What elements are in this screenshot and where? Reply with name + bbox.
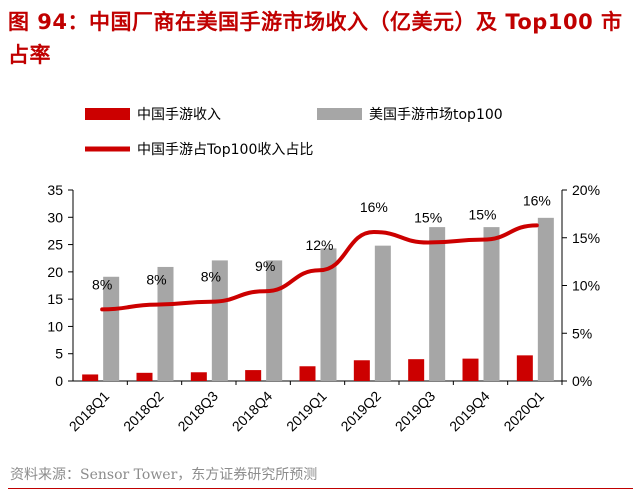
- x-tick-label: 2020Q1: [500, 388, 547, 435]
- line-data-label: 15%: [414, 210, 442, 226]
- bar-china-revenue: [245, 370, 262, 381]
- left-tick-label: 5: [55, 346, 63, 362]
- line-data-label: 9%: [255, 258, 275, 274]
- bar-us-top100: [429, 227, 446, 381]
- x-tick-label: 2019Q3: [392, 388, 439, 435]
- bar-us-top100: [320, 248, 337, 381]
- legend-china-share-label: 中国手游占Top100收入占比: [137, 142, 313, 158]
- legend-china-revenue-label: 中国手游收入: [137, 107, 221, 123]
- legend-china-revenue-swatch: [85, 108, 130, 120]
- bottom-divider: [8, 488, 633, 489]
- line-data-label: 16%: [523, 192, 551, 208]
- left-tick-label: 20: [47, 264, 63, 280]
- left-tick-label: 10: [47, 318, 63, 334]
- line-china-share: [100, 223, 539, 312]
- bar-us-top100: [103, 276, 120, 381]
- bar-us-top100: [537, 217, 554, 381]
- right-tick-label: 10%: [572, 278, 600, 294]
- line-data-label: 8%: [201, 269, 221, 285]
- x-tick-label: 2018Q4: [229, 388, 276, 435]
- left-tick-label: 15: [47, 291, 63, 307]
- x-tick-label: 2018Q2: [120, 388, 167, 435]
- x-tick-label: 2018Q3: [174, 388, 221, 435]
- legend-us-top100-swatch: [317, 108, 362, 120]
- x-tick-label: 2018Q1: [66, 388, 113, 435]
- right-tick-label: 5%: [572, 325, 592, 341]
- line-data-label: 15%: [468, 207, 496, 223]
- right-tick-label: 0%: [572, 373, 592, 389]
- left-tick-label: 35: [47, 182, 63, 198]
- x-tick-label: 2019Q1: [283, 388, 330, 435]
- bar-china-revenue: [408, 359, 425, 381]
- bar-china-revenue: [82, 374, 99, 381]
- x-tick-label: 2019Q2: [337, 388, 384, 435]
- source-note: 资料来源：Sensor Tower，东方证券研究所预测: [10, 467, 318, 483]
- line-data-label: 8%: [92, 276, 112, 292]
- x-tick-label: 2019Q4: [446, 388, 493, 435]
- line-data-label: 8%: [146, 272, 166, 288]
- bar-us-top100: [483, 227, 500, 381]
- right-tick-label: 20%: [572, 182, 600, 198]
- bar-china-revenue: [190, 372, 207, 381]
- bar-us-top100: [266, 260, 283, 381]
- bar-china-revenue: [462, 358, 479, 381]
- bar-china-revenue: [353, 360, 370, 381]
- bar-china-revenue: [299, 366, 316, 381]
- bar-china-revenue: [516, 355, 533, 381]
- bar-us-top100: [211, 260, 228, 381]
- right-tick-label: 15%: [572, 230, 600, 246]
- legend-us-top100-label: 美国手游市场top100: [369, 106, 503, 123]
- line-data-label: 16%: [360, 199, 388, 215]
- bar-china-revenue: [136, 372, 153, 381]
- left-tick-label: 30: [47, 209, 63, 225]
- bar-us-top100: [374, 245, 391, 381]
- chart-title: 图 94：中国厂商在美国手游市场收入（亿美元）及 Top100 市占率: [8, 10, 623, 67]
- left-tick-label: 25: [47, 237, 63, 253]
- left-tick-label: 0: [55, 373, 63, 389]
- bar-us-top100: [157, 266, 174, 381]
- line-data-label: 12%: [305, 237, 333, 253]
